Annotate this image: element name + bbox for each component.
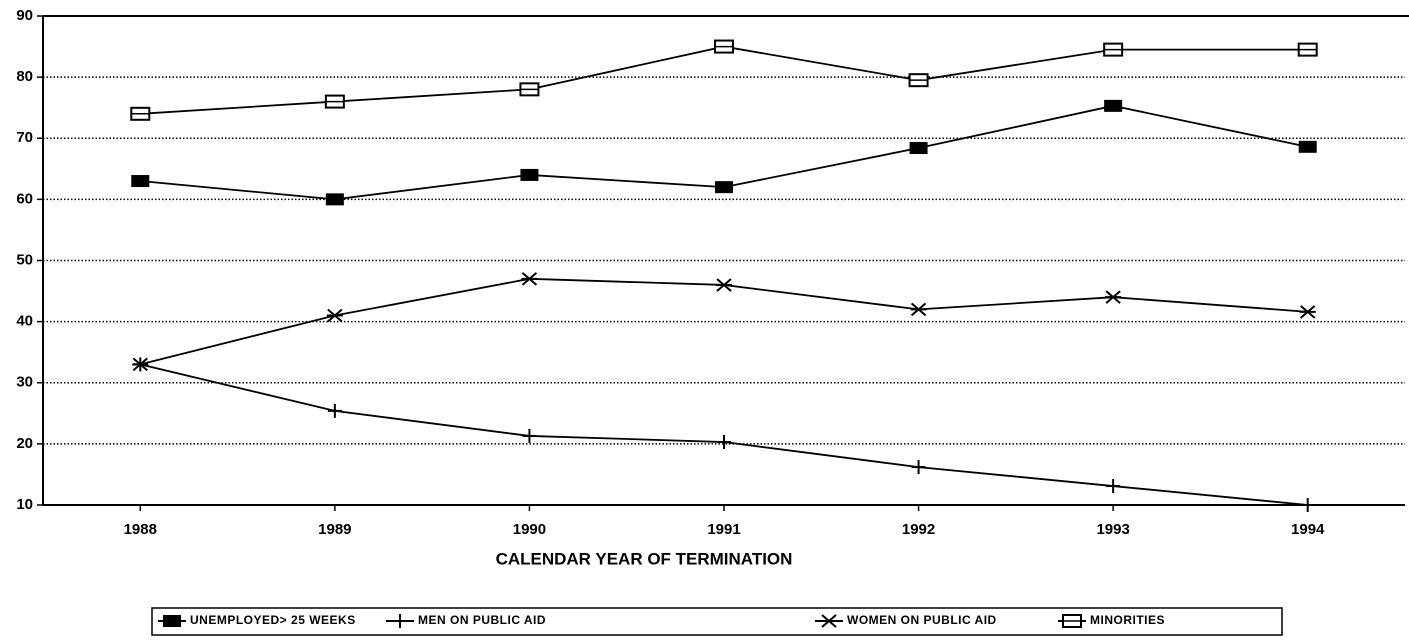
series-line xyxy=(140,363,1308,506)
y-tick-label: 80 xyxy=(16,68,33,85)
legend-label: MINORITIES xyxy=(1090,613,1165,627)
legend-box xyxy=(151,607,1283,636)
x-tick-label: 1990 xyxy=(513,521,546,538)
legend-label: WOMEN ON PUBLIC AID xyxy=(847,613,997,627)
marker xyxy=(1104,99,1123,112)
marker xyxy=(714,39,734,54)
legend-label: UNEMPLOYED> 25 WEEKS xyxy=(190,613,356,627)
y-tick-label: 40 xyxy=(16,313,33,330)
y-tick-label: 10 xyxy=(16,496,33,513)
x-tick-label: 1994 xyxy=(1291,521,1325,538)
marker xyxy=(909,142,928,155)
x-tick-label: 1989 xyxy=(318,521,351,538)
y-tick-label: 30 xyxy=(16,374,33,391)
marker xyxy=(717,435,731,450)
x-tick-label: 1992 xyxy=(902,521,935,538)
y-tick-label: 70 xyxy=(16,129,33,146)
marker xyxy=(520,168,539,181)
marker xyxy=(908,73,929,88)
y-tick-label: 60 xyxy=(16,190,33,207)
marker xyxy=(324,94,345,109)
legend-label: MEN ON PUBLIC AID xyxy=(418,613,546,627)
marker xyxy=(1105,290,1122,304)
marker xyxy=(325,193,344,206)
marker xyxy=(130,106,151,121)
marker xyxy=(1103,42,1124,57)
marker xyxy=(163,615,181,627)
marker xyxy=(131,175,150,188)
x-tick-label: 1991 xyxy=(707,521,740,538)
marker xyxy=(715,181,733,194)
y-tick-label: 90 xyxy=(16,7,33,24)
marker xyxy=(910,302,927,317)
marker xyxy=(326,308,343,323)
marker xyxy=(521,272,538,286)
x-tick-label: 1993 xyxy=(1096,521,1129,538)
marker xyxy=(911,460,926,475)
series-line xyxy=(140,45,1308,115)
marker xyxy=(1106,479,1121,494)
marker xyxy=(1298,140,1317,153)
marker xyxy=(1297,42,1318,57)
x-tick-label: 1988 xyxy=(124,521,157,538)
marker xyxy=(1062,614,1082,628)
y-tick-label: 50 xyxy=(16,251,33,268)
marker xyxy=(519,82,540,97)
x-axis-title: CALENDAR YEAR OF TERMINATION xyxy=(496,549,793,568)
y-tick-label: 20 xyxy=(16,435,33,452)
marker xyxy=(1299,305,1316,319)
marker xyxy=(821,614,837,628)
marker xyxy=(1300,498,1315,512)
marker xyxy=(327,403,342,418)
marker xyxy=(393,614,407,628)
marker xyxy=(522,428,537,443)
marker xyxy=(132,357,149,372)
marker xyxy=(716,278,732,292)
